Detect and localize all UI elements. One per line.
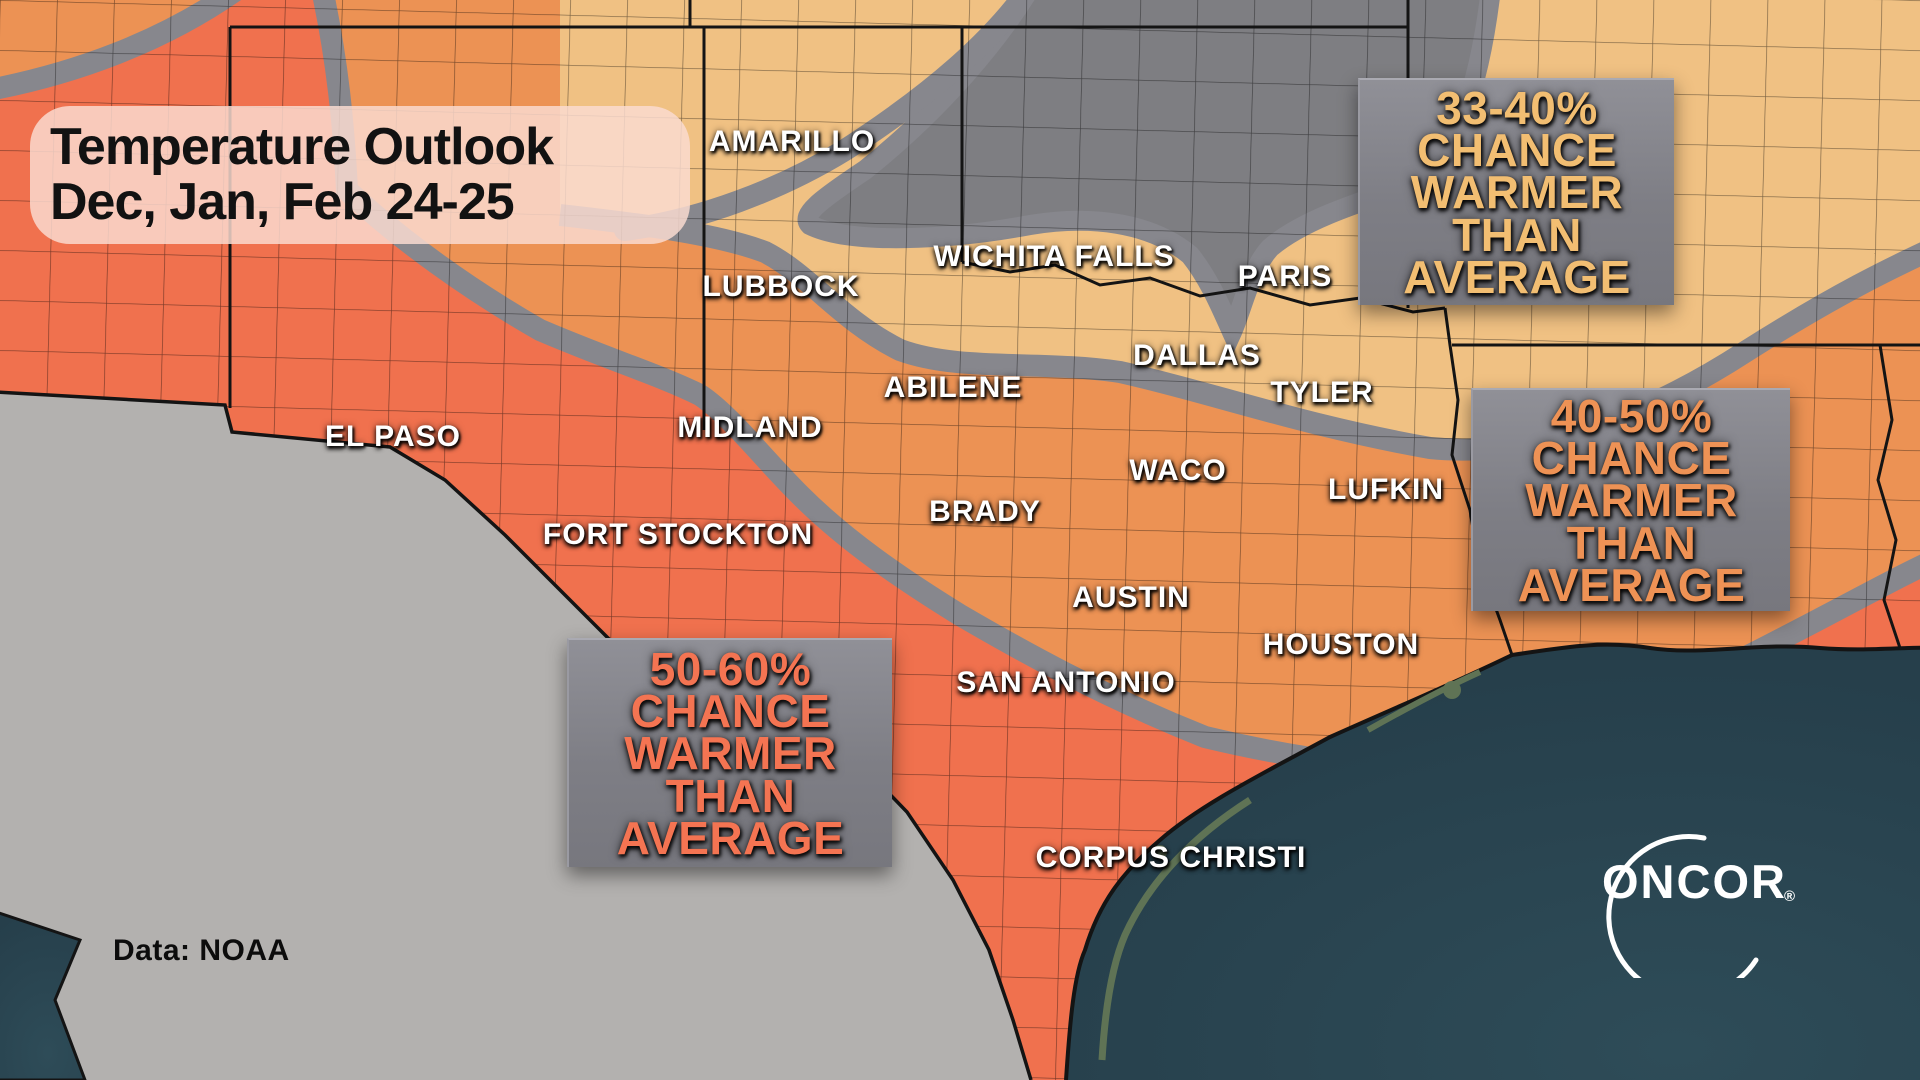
mexico-landmass — [0, 392, 1031, 1080]
registered-mark: ® — [1784, 888, 1796, 905]
oncor-logo-text: ONCOR — [1602, 855, 1787, 908]
page-title: Temperature Outlook — [50, 117, 554, 176]
callout-50-60-text: 50-60% CHANCE WARMER THAN AVERAGE — [616, 642, 845, 864]
page-subtitle: Dec, Jan, Feb 24-25 — [50, 173, 515, 231]
city-label-lubbock: LUBBOCK — [702, 270, 860, 303]
city-label-waco: WACO — [1129, 454, 1227, 487]
city-label-san-antonio: SAN ANTONIO — [956, 666, 1176, 699]
callout-40-50: 40-50% CHANCE WARMER THAN AVERAGE — [1471, 388, 1790, 611]
city-label-midland: MIDLAND — [677, 411, 823, 444]
callout-50-60: 50-60% CHANCE WARMER THAN AVERAGE — [567, 638, 892, 867]
title-card: Temperature Outlook Dec, Jan, Feb 24-25 — [30, 106, 690, 244]
city-label-abilene: ABILENE — [883, 371, 1023, 404]
city-label-amarillo: AMARILLO — [708, 125, 876, 158]
barrier-islands — [1098, 669, 1482, 1061]
callout-40-50-text: 40-50% CHANCE WARMER THAN AVERAGE — [1517, 389, 1746, 611]
city-label-corpus-christi: CORPUS CHRISTI — [1035, 841, 1307, 874]
texas-coastline — [1064, 653, 1513, 1080]
oncor-logo: ONCOR ® — [1596, 828, 1816, 978]
callout-33-40-text: 33-40% CHANCE WARMER THAN AVERAGE — [1403, 81, 1631, 303]
city-label-tyler: TYLER — [1270, 376, 1374, 409]
gulf-of-mexico-water — [1066, 644, 1920, 1080]
oncor-swoosh-icon — [1606, 834, 1759, 978]
city-label-paris: PARIS — [1237, 260, 1333, 293]
sea-of-cortez-water — [0, 911, 87, 1080]
callout-33-40: 33-40% CHANCE WARMER THAN AVERAGE — [1358, 78, 1674, 305]
city-label-fort-stockton: FORT STOCKTON — [542, 518, 814, 551]
city-label-lufkin: LUFKIN — [1328, 473, 1444, 506]
city-label-austin: AUSTIN — [1072, 581, 1190, 614]
gulf-coastline — [1511, 642, 1920, 657]
city-label-dallas: DALLAS — [1133, 339, 1261, 372]
city-label-el-paso: EL PASO — [325, 420, 461, 453]
city-label-houston: HOUSTON — [1262, 628, 1420, 661]
city-label-brady: BRADY — [929, 495, 1041, 528]
city-label-wichita-falls: WICHITA FALLS — [933, 240, 1175, 273]
data-credit: Data: NOAA — [113, 934, 290, 967]
